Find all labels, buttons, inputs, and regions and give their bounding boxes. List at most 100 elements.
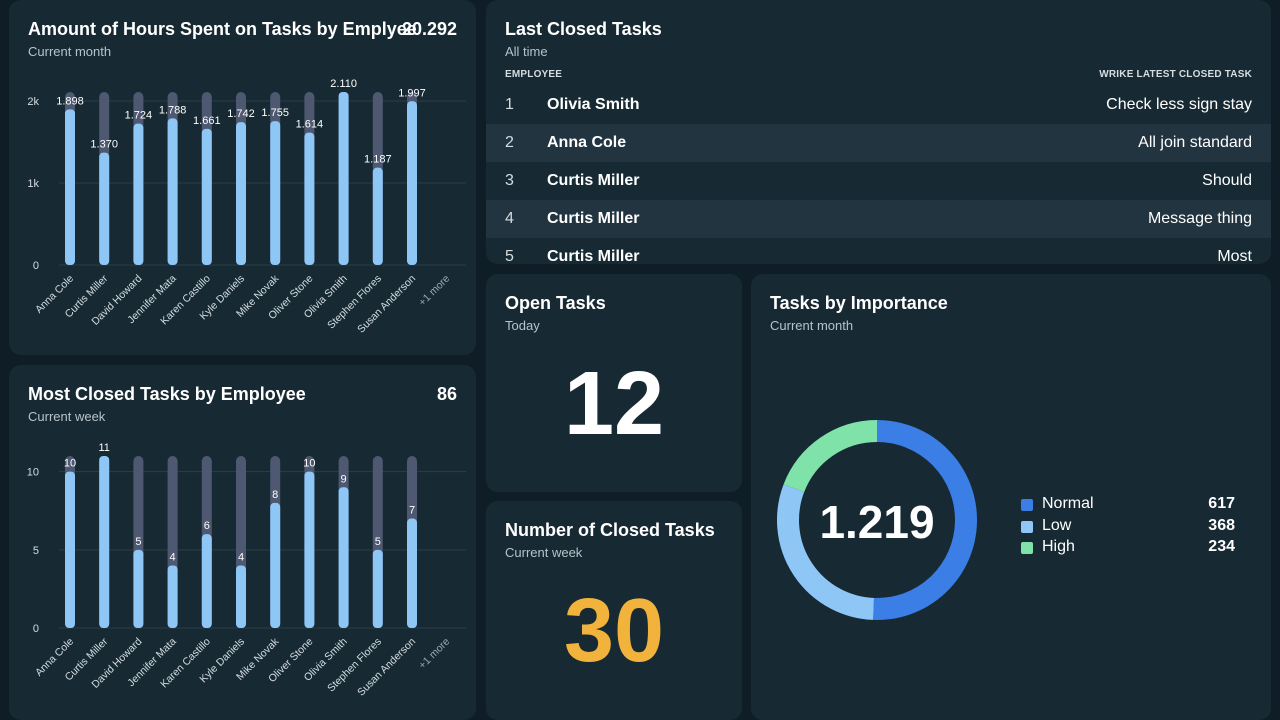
row-task: Should bbox=[1202, 172, 1252, 189]
bar bbox=[65, 471, 75, 628]
bar bbox=[65, 109, 75, 265]
legend-item-normal[interactable]: Normal 617 bbox=[1021, 495, 1235, 517]
closed-by-employee-panel: Most Closed Tasks by Employee 86 Current… bbox=[9, 365, 476, 720]
row-employee: Curtis Miller bbox=[547, 248, 640, 264]
bar bbox=[99, 152, 110, 265]
bar bbox=[133, 549, 144, 628]
legend-item-high[interactable]: High 234 bbox=[1021, 538, 1235, 560]
hours-chart-total: 20.292 bbox=[401, 19, 457, 39]
legend-value: 617 bbox=[1208, 495, 1235, 512]
legend-swatch bbox=[1021, 520, 1033, 533]
bar-value-label: 1.898 bbox=[56, 95, 84, 107]
hours-chart-subtitle: Current month bbox=[28, 44, 112, 59]
column-header-task[interactable]: WRIKE LATEST CLOSED TASK bbox=[1099, 69, 1252, 80]
donut-slice-normal bbox=[873, 420, 977, 620]
bar bbox=[167, 118, 178, 266]
bar bbox=[270, 121, 281, 266]
bar-value-label: 11 bbox=[98, 442, 109, 454]
bar bbox=[167, 565, 178, 628]
bar-value-label: 5 bbox=[375, 536, 381, 548]
open-tasks-title: Open Tasks bbox=[505, 293, 606, 313]
bar-value-label: 4 bbox=[238, 551, 244, 563]
bar bbox=[304, 132, 315, 265]
closed-by-employee-total: 86 bbox=[436, 384, 457, 404]
bar bbox=[407, 101, 417, 266]
bar bbox=[236, 122, 246, 265]
closed-count-panel: Number of Closed Tasks Current week 30 bbox=[486, 501, 742, 720]
legend-label: Normal bbox=[1042, 495, 1094, 512]
y-tick-label: 2k bbox=[27, 96, 39, 108]
row-number: 4 bbox=[505, 210, 514, 227]
row-employee: Curtis Miller bbox=[547, 210, 640, 227]
bar-value-label: 2.110 bbox=[330, 78, 357, 90]
closed-count-value: 30 bbox=[563, 581, 665, 681]
row-task: All join standard bbox=[1138, 134, 1252, 151]
bar bbox=[372, 549, 383, 628]
row-task: Most bbox=[1217, 248, 1252, 264]
bar-value-label: 1.724 bbox=[125, 110, 153, 122]
last-closed-title: Last Closed Tasks bbox=[505, 19, 662, 39]
bar bbox=[201, 534, 212, 628]
bar bbox=[201, 128, 212, 265]
row-employee: Anna Cole bbox=[547, 134, 627, 151]
y-tick-label: 0 bbox=[33, 260, 39, 272]
importance-subtitle: Current month bbox=[770, 318, 854, 333]
bar-value-label: 1.661 bbox=[193, 115, 221, 127]
table-row[interactable]: 5 Curtis Miller Most bbox=[486, 238, 1271, 264]
legend-label: High bbox=[1042, 538, 1075, 555]
bar bbox=[372, 167, 383, 265]
bar-value-label: 1.187 bbox=[364, 154, 392, 166]
row-task: Message thing bbox=[1147, 210, 1252, 227]
bar bbox=[99, 456, 110, 628]
y-tick-label: 10 bbox=[27, 467, 39, 479]
last-closed-subtitle: All time bbox=[505, 44, 548, 59]
x-tick-label: Susan Anderson bbox=[355, 636, 418, 699]
bar bbox=[407, 518, 417, 628]
hours-chart-panel: Amount of Hours Spent on Tasks by Emplye… bbox=[9, 0, 476, 355]
row-number: 5 bbox=[505, 248, 514, 264]
bar-value-label: 1.614 bbox=[296, 119, 324, 131]
legend-swatch bbox=[1021, 542, 1033, 554]
table-row[interactable]: 2 Anna Cole All join standard bbox=[486, 124, 1271, 162]
bar bbox=[304, 471, 315, 628]
column-header-employee[interactable]: EMPLOYEE bbox=[505, 69, 563, 80]
bar-value-label: 1.755 bbox=[261, 107, 289, 119]
importance-panel: Tasks by Importance Current month 1.219 … bbox=[751, 274, 1271, 720]
row-number: 3 bbox=[505, 172, 514, 189]
donut-slice-high bbox=[783, 420, 878, 493]
row-employee: Curtis Miller bbox=[547, 172, 640, 189]
bar-value-label: 1.742 bbox=[227, 108, 255, 120]
x-tick-label: Susan Anderson bbox=[355, 273, 418, 336]
donut-center-value: 1.219 bbox=[819, 496, 934, 548]
importance-legend: Normal 617 Low 368 High 234 bbox=[1021, 495, 1235, 560]
bar bbox=[133, 123, 144, 265]
bar bbox=[338, 487, 349, 628]
closed-count-subtitle: Current week bbox=[505, 545, 583, 560]
bar-value-label: 5 bbox=[135, 536, 141, 548]
table-row[interactable]: 4 Curtis Miller Message thing bbox=[486, 200, 1271, 238]
x-tick-label-more: +1 more bbox=[416, 636, 452, 672]
bar-value-label: 7 bbox=[409, 505, 415, 517]
y-tick-label: 5 bbox=[33, 545, 39, 557]
open-tasks-value: 12 bbox=[563, 354, 665, 454]
row-number: 2 bbox=[505, 134, 514, 151]
last-closed-panel: Last Closed Tasks All time EMPLOYEE WRIK… bbox=[486, 0, 1271, 264]
bar bbox=[270, 502, 281, 628]
y-tick-label: 1k bbox=[27, 178, 39, 190]
closed-by-employee-title: Most Closed Tasks by Employee bbox=[28, 384, 306, 404]
importance-donut-chart: 1.219 bbox=[777, 420, 977, 620]
table-body: 1 Olivia Smith Check less sign stay 2 An… bbox=[486, 86, 1271, 264]
table-row[interactable]: 3 Curtis Miller Should bbox=[486, 162, 1271, 200]
hours-chart-title: Amount of Hours Spent on Tasks by Emplye… bbox=[28, 19, 417, 39]
closed-by-employee-subtitle: Current week bbox=[28, 409, 106, 424]
legend-item-low[interactable]: Low 368 bbox=[1021, 517, 1235, 539]
bar-value-label: 10 bbox=[303, 458, 315, 470]
bar bbox=[338, 92, 349, 265]
row-task: Check less sign stay bbox=[1106, 96, 1252, 113]
table-header: EMPLOYEE WRIKE LATEST CLOSED TASK bbox=[505, 69, 1252, 81]
importance-title: Tasks by Importance bbox=[770, 293, 948, 313]
bar-value-label: 8 bbox=[272, 489, 278, 501]
table-row[interactable]: 1 Olivia Smith Check less sign stay bbox=[486, 86, 1271, 124]
